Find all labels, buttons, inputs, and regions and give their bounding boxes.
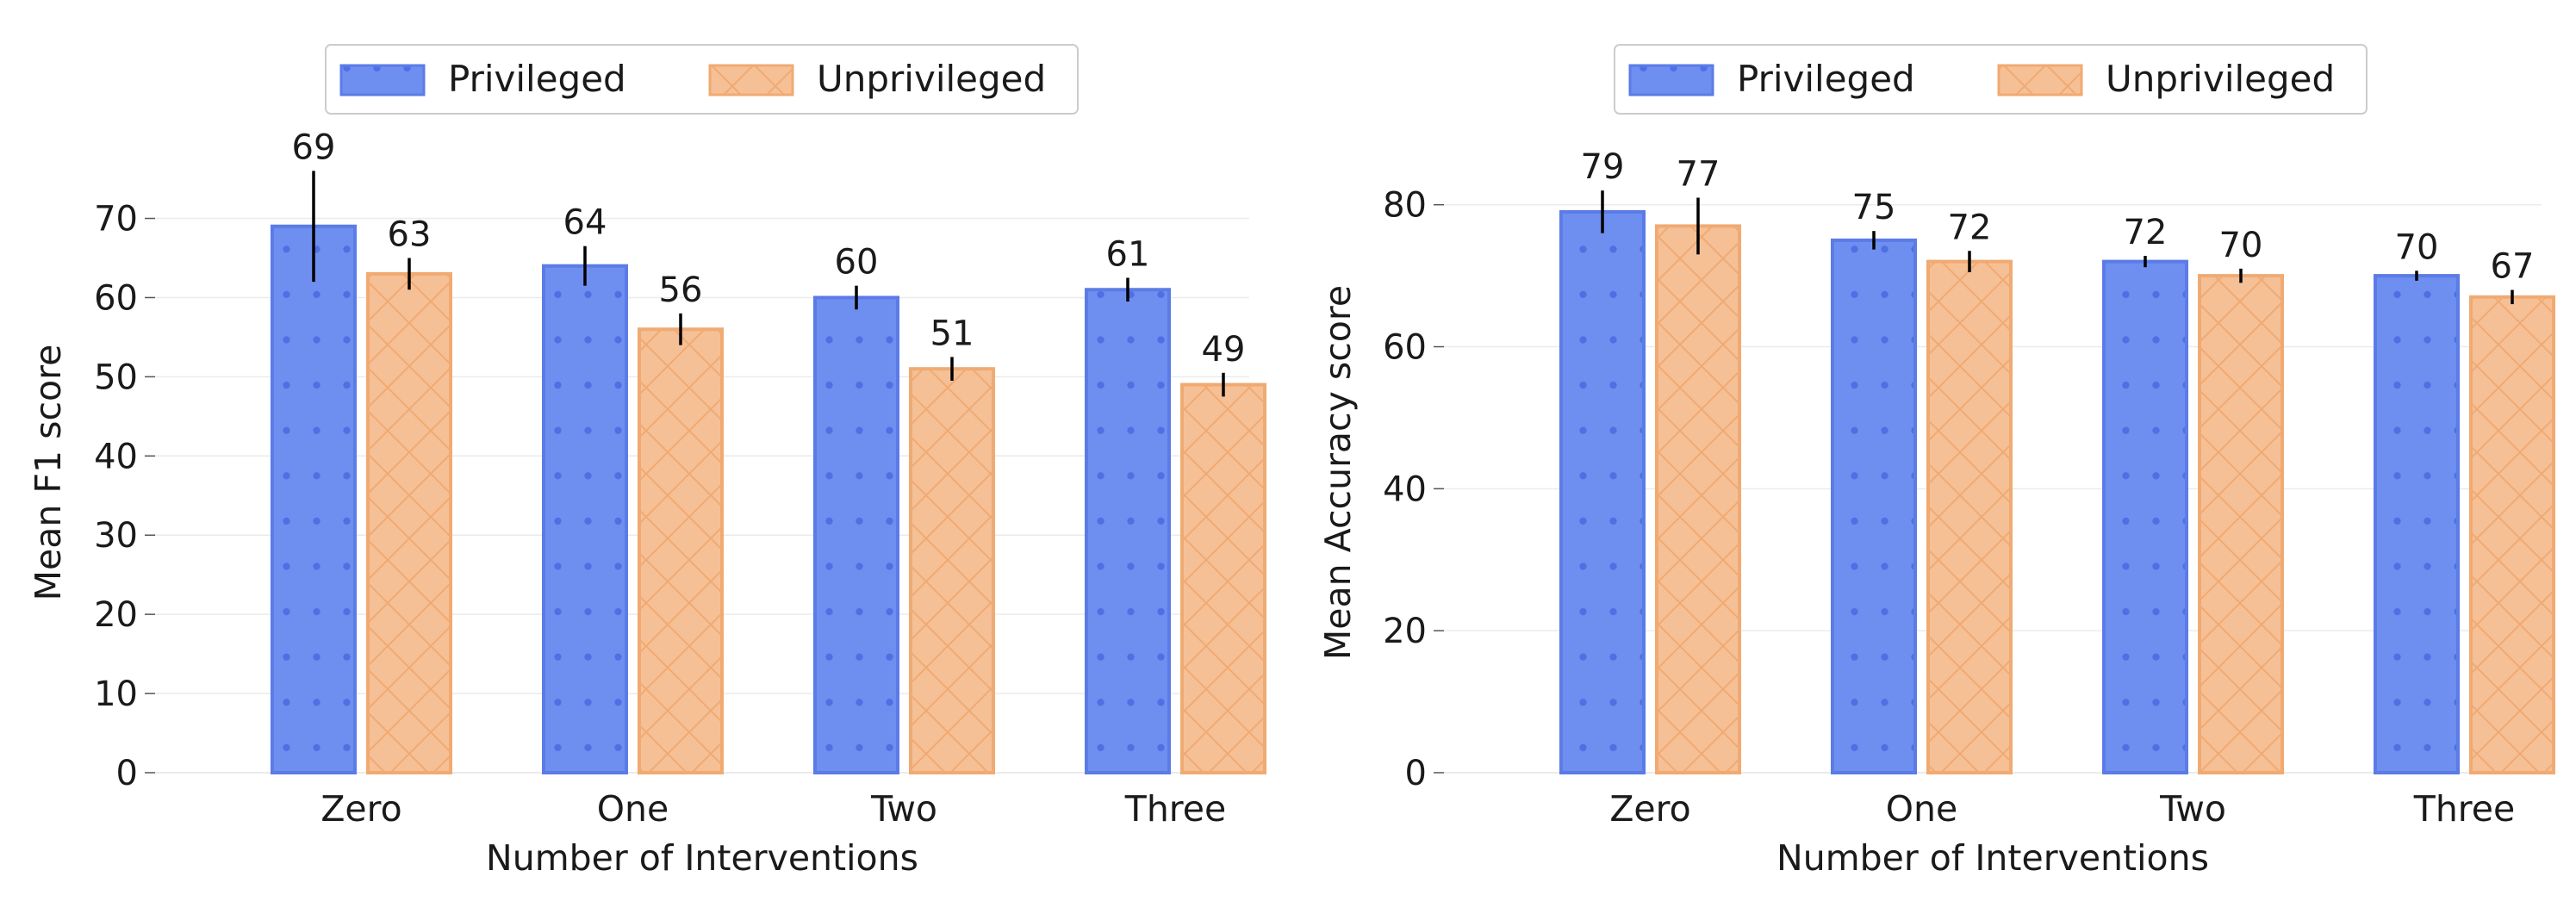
data-label: 63 — [388, 215, 432, 255]
unprivileged-bar-pattern — [2469, 295, 2555, 774]
x-tick-label: One — [1886, 788, 1957, 830]
y-tick-label: 50 — [94, 357, 138, 397]
data-label: 51 — [930, 314, 974, 353]
data-label: 70 — [2395, 227, 2439, 267]
unprivileged-bar-pattern — [2198, 274, 2284, 774]
privileged-bar-pattern — [1831, 238, 1917, 774]
y-tick-label: 40 — [94, 437, 138, 476]
privileged-legend-swatch-pattern — [339, 64, 426, 96]
y-tick-label: 60 — [94, 278, 138, 318]
x-tick-label: Zero — [1609, 788, 1690, 830]
x-tick-label: Zero — [320, 788, 401, 830]
data-label: 69 — [292, 127, 336, 167]
unprivileged-legend-swatch-pattern — [1997, 64, 2083, 96]
unprivileged-bar-pattern — [1926, 259, 2013, 775]
f1-score-chart: 0 10 20 30 40 50 60 70 69 63 Zero 64 56 One 60 51 Two 61 4… — [28, 44, 1266, 879]
x-tick-label: One — [597, 788, 669, 830]
unprivileged-legend-swatch-pattern — [708, 64, 794, 96]
privileged-bar-pattern — [271, 224, 357, 774]
y-tick-label: 20 — [94, 595, 138, 635]
data-label: 72 — [2124, 213, 2168, 252]
y-tick-label: 0 — [116, 754, 138, 793]
privileged-legend-label: Privileged — [1737, 58, 1915, 100]
legend-box — [1614, 44, 2368, 115]
data-label: 49 — [1202, 330, 1246, 370]
privileged-bar-pattern — [542, 264, 628, 774]
unprivileged-bar-pattern — [638, 327, 724, 774]
privileged-bar-pattern — [1559, 209, 1646, 774]
data-label: 70 — [2219, 226, 2263, 265]
unprivileged-legend-label: Unprivileged — [2106, 58, 2335, 100]
privileged-bar-pattern — [2374, 274, 2460, 774]
x-tick-label: Three — [1124, 788, 1226, 830]
y-tick-label: 60 — [1383, 328, 1427, 368]
unprivileged-legend-label: Unprivileged — [817, 58, 1046, 100]
privileged-legend-label: Privileged — [448, 58, 626, 100]
data-label: 79 — [1581, 147, 1625, 187]
y-tick-label: 20 — [1383, 612, 1427, 651]
legend: Privileged Unprivileged — [325, 44, 1079, 115]
legend-box — [325, 44, 1079, 115]
privileged-bar-pattern — [2102, 259, 2188, 775]
data-label: 64 — [563, 203, 607, 243]
data-label: 60 — [835, 243, 879, 283]
y-axis-label: Mean Accuracy score — [1317, 285, 1359, 660]
privileged-bar-pattern — [1085, 288, 1171, 774]
data-label: 75 — [1852, 188, 1896, 227]
x-tick-label: Three — [2413, 788, 2515, 830]
x-tick-label: Two — [2159, 788, 2226, 830]
accuracy-score-chart: 0 20 40 60 80 79 77 Zero 75 72 One 72 70 Two 70 67 Three… — [1317, 44, 2555, 879]
data-label: 67 — [2491, 247, 2535, 287]
unprivileged-bar-pattern — [366, 271, 452, 774]
y-axis-label: Mean F1 score — [28, 345, 69, 601]
data-label: 72 — [1948, 208, 1992, 247]
unprivileged-bar-pattern — [909, 367, 995, 774]
privileged-bar-pattern — [813, 295, 899, 774]
y-tick-label: 30 — [94, 516, 138, 556]
x-tick-label: Two — [870, 788, 937, 830]
unprivileged-bar-pattern — [1180, 382, 1266, 774]
x-axis-label: Number of Interventions — [486, 837, 918, 879]
y-tick-label: 10 — [94, 674, 138, 714]
y-tick-label: 0 — [1405, 754, 1427, 793]
x-axis-label: Number of Interventions — [1776, 837, 2209, 879]
unprivileged-bar-pattern — [1655, 224, 1741, 774]
privileged-legend-swatch-pattern — [1628, 64, 1714, 96]
legend: Privileged Unprivileged — [1614, 44, 2368, 115]
y-tick-label: 40 — [1383, 469, 1427, 509]
data-label: 61 — [1106, 234, 1150, 274]
y-tick-label: 70 — [94, 200, 138, 239]
data-label: 77 — [1677, 154, 1720, 194]
y-tick-label: 80 — [1383, 186, 1427, 226]
data-label: 56 — [659, 270, 703, 310]
